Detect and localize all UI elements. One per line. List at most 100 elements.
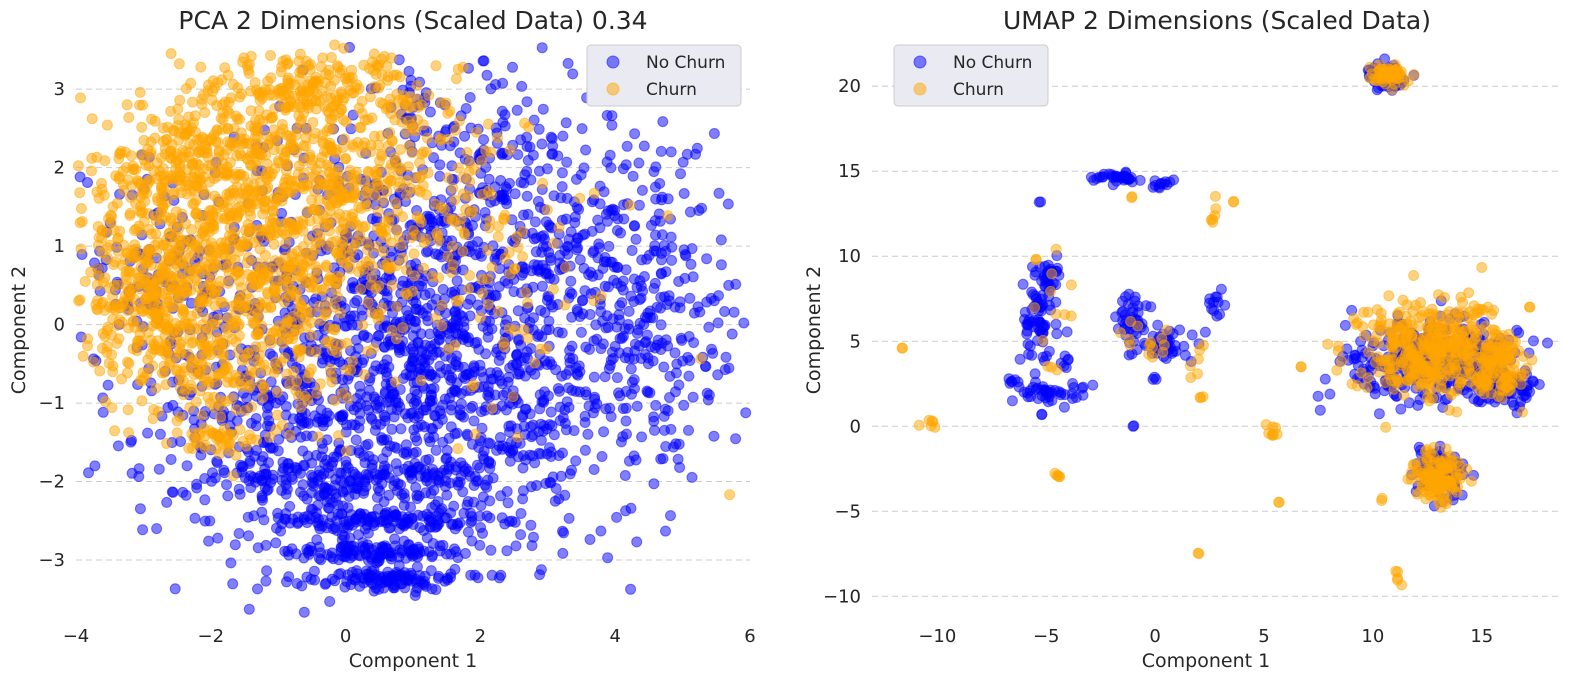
pca-point-no-churn <box>374 401 386 413</box>
pca-point-no-churn <box>636 184 648 196</box>
pca-point-churn <box>191 263 203 275</box>
pca-point-no-churn <box>449 306 461 318</box>
pca-point-churn <box>103 357 115 369</box>
pca-point-no-churn <box>631 400 643 412</box>
pca-point-no-churn <box>443 370 455 381</box>
pca-point-churn <box>403 161 415 173</box>
pca-point-no-churn <box>383 472 395 484</box>
pca-point-churn <box>436 299 448 311</box>
pca-point-churn <box>132 176 144 188</box>
pca-point-churn <box>302 255 314 267</box>
pca-point-churn <box>442 107 454 119</box>
pca-point-no-churn <box>588 371 600 383</box>
pca-point-churn <box>225 210 237 222</box>
pca-point-churn <box>271 386 283 398</box>
pca-point-no-churn <box>633 199 645 211</box>
pca-point-churn <box>377 194 389 206</box>
pca-point-churn <box>245 364 257 376</box>
pca-point-no-churn <box>648 478 660 490</box>
pca-point-no-churn <box>588 245 600 257</box>
pca-point-churn <box>250 159 262 171</box>
pca-point-churn <box>436 320 448 332</box>
pca-point-churn <box>454 115 465 127</box>
pca-point-churn <box>107 201 119 213</box>
pca-point-no-churn <box>536 280 548 292</box>
pca-point-churn <box>149 115 161 127</box>
pca-point-churn <box>232 266 244 278</box>
pca-point-churn <box>116 373 128 385</box>
pca-point-churn <box>447 182 459 194</box>
pca-point-no-churn <box>611 511 623 523</box>
pca-point-no-churn <box>674 296 686 308</box>
pca-point-no-churn <box>576 123 588 135</box>
pca-point-no-churn <box>642 352 654 364</box>
pca-point-churn <box>210 258 222 270</box>
pca-point-no-churn <box>715 259 727 271</box>
pca-point-churn <box>258 268 270 280</box>
pca-point-no-churn <box>334 411 346 422</box>
pca-point-no-churn <box>613 314 625 326</box>
pca-point-no-churn <box>475 406 487 418</box>
pca-point-churn <box>470 126 482 138</box>
pca-point-no-churn <box>315 554 327 566</box>
pca-point-no-churn <box>564 364 575 376</box>
pca-point-churn <box>163 284 174 296</box>
pca-point-no-churn <box>287 413 299 425</box>
pca-point-no-churn <box>570 455 582 467</box>
pca-point-no-churn <box>553 385 565 397</box>
pca-point-churn <box>401 175 413 187</box>
pca-point-churn <box>482 118 494 130</box>
pca-point-churn <box>278 190 290 201</box>
pca-point-no-churn <box>154 428 166 440</box>
pca-point-churn <box>529 357 541 369</box>
pca-point-churn <box>457 245 469 257</box>
pca-point-no-churn <box>622 319 634 330</box>
pca-point-churn <box>209 190 220 202</box>
pca-point-churn <box>124 207 136 219</box>
pca-point-churn <box>337 235 349 247</box>
pca-point-no-churn <box>536 246 548 258</box>
pca-point-churn <box>122 247 134 259</box>
pca-point-churn <box>280 238 292 250</box>
pca-point-no-churn <box>641 253 653 265</box>
pca-point-no-churn <box>142 427 154 439</box>
pca-point-no-churn <box>543 324 555 336</box>
pca-point-churn <box>466 381 478 393</box>
pca-y-tick-label: 2 <box>54 158 65 179</box>
pca-point-churn <box>75 92 86 104</box>
pca-point-churn <box>131 345 143 357</box>
pca-point-churn <box>136 395 148 407</box>
pca-point-no-churn <box>296 580 308 592</box>
pca-point-churn <box>230 110 242 122</box>
pca-point-no-churn <box>738 317 750 329</box>
pca-point-no-churn <box>557 547 569 559</box>
pca-point-no-churn <box>688 307 700 319</box>
pca-point-churn <box>354 229 366 241</box>
pca-point-no-churn <box>649 424 660 436</box>
pca-point-no-churn <box>616 297 628 309</box>
pca-point-churn <box>337 142 349 154</box>
pca-point-no-churn <box>365 551 377 563</box>
pca-point-no-churn <box>350 434 362 446</box>
pca-point-no-churn <box>251 472 263 484</box>
pca-point-no-churn <box>421 310 433 322</box>
pca-point-churn <box>418 262 429 274</box>
pca-point-no-churn <box>376 549 388 561</box>
pca-point-no-churn <box>386 423 398 435</box>
pca-point-churn <box>483 185 495 197</box>
pca-point-no-churn <box>521 96 533 108</box>
pca-point-no-churn <box>567 68 579 80</box>
pca-point-churn <box>114 302 126 314</box>
pca-point-churn <box>442 133 454 145</box>
pca-point-churn <box>366 112 378 124</box>
pca-point-no-churn <box>703 321 715 333</box>
pca-point-no-churn <box>545 406 557 418</box>
pca-point-churn <box>219 62 231 74</box>
pca-point-no-churn <box>451 275 463 287</box>
pca-point-churn <box>160 197 172 208</box>
pca-point-churn <box>325 143 337 154</box>
pca-point-churn <box>147 320 159 332</box>
pca-point-no-churn <box>577 308 589 320</box>
pca-point-no-churn <box>603 240 615 252</box>
pca-x-tick-label: −2 <box>198 626 225 647</box>
